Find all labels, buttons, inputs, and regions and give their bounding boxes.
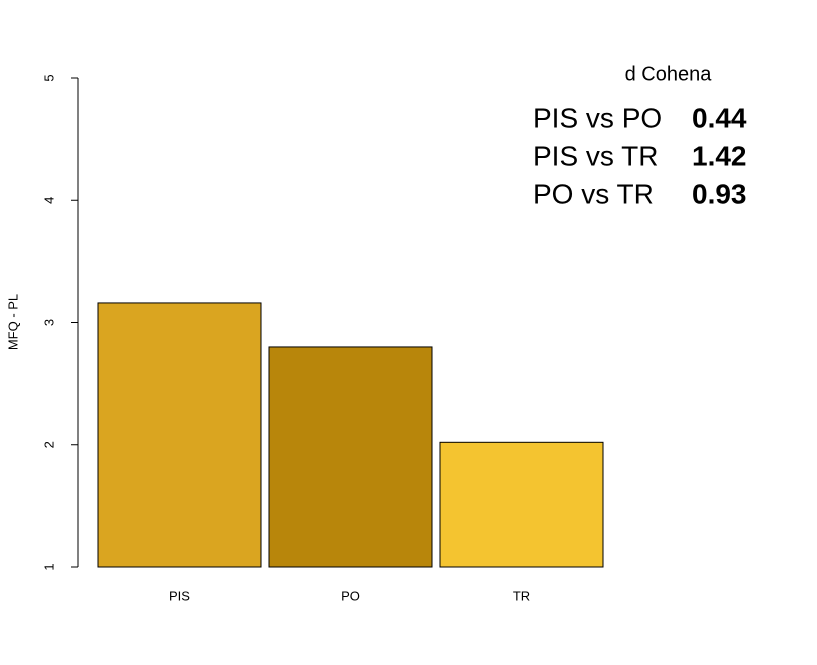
- annotation-value: 0.44: [692, 102, 747, 133]
- annotation-label: PO vs TR: [533, 178, 654, 209]
- y-tick-label: 2: [41, 441, 56, 448]
- annotation-label: PIS vs PO: [533, 102, 662, 133]
- x-tick-label: PO: [341, 588, 360, 603]
- x-tick-label: PIS: [169, 588, 190, 603]
- annotation-value: 0.93: [692, 178, 747, 209]
- y-tick-label: 1: [41, 563, 56, 570]
- y-axis-label: MFQ - PL: [5, 294, 20, 350]
- bar: [268, 346, 433, 568]
- y-tick-label: 3: [41, 319, 56, 326]
- x-tick-label: TR: [513, 588, 530, 603]
- annotation-label: PIS vs TR: [533, 140, 659, 171]
- annotation-value: 1.42: [692, 140, 747, 171]
- y-tick-label: 5: [41, 74, 56, 81]
- annotation-title: d Cohena: [625, 63, 713, 85]
- bar: [97, 302, 262, 568]
- y-tick-label: 4: [41, 197, 56, 204]
- bar: [439, 441, 604, 568]
